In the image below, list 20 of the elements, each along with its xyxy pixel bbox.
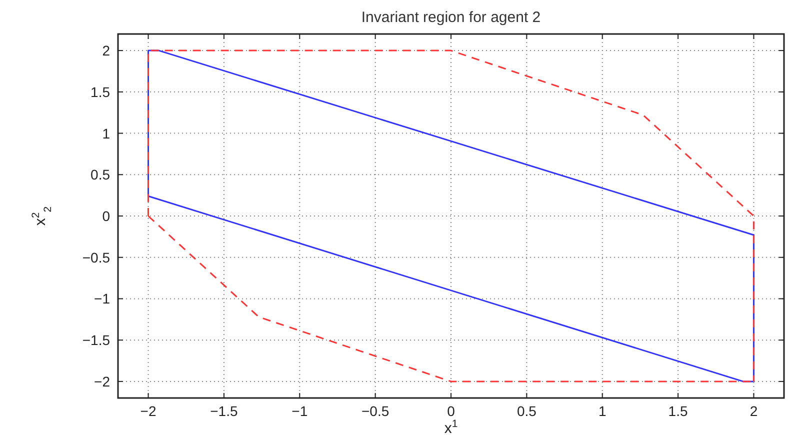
- y-tick-label: 1: [102, 125, 110, 142]
- y-tick-label: −0.5: [82, 249, 110, 266]
- x-axis-title: x$^{1}$: [444, 418, 458, 435]
- y-tick-label: −1: [94, 290, 110, 307]
- x-tick-label: 2: [750, 403, 758, 419]
- x-tick-label: 1.5: [668, 403, 688, 419]
- y-tick-label: 1.5: [90, 84, 110, 100]
- y-tick-label: 0.5: [90, 166, 110, 183]
- x-tick-label: 1: [598, 403, 606, 419]
- x-tick-label: −1: [292, 403, 308, 419]
- x-tick-label: −2: [140, 403, 156, 419]
- y-tick-label: 2: [102, 42, 110, 59]
- x-tick-label: −1.5: [210, 403, 238, 419]
- x-tick-label: −0.5: [362, 403, 390, 419]
- chart-title: Invariant region for agent 2: [361, 9, 541, 26]
- y-tick-label: −2: [94, 373, 110, 390]
- y-tick-label: −1.5: [82, 332, 110, 348]
- x-tick-label: 0.5: [516, 403, 537, 419]
- y-tick-label: 0: [102, 208, 110, 224]
- x-tick-label: 0: [447, 403, 456, 419]
